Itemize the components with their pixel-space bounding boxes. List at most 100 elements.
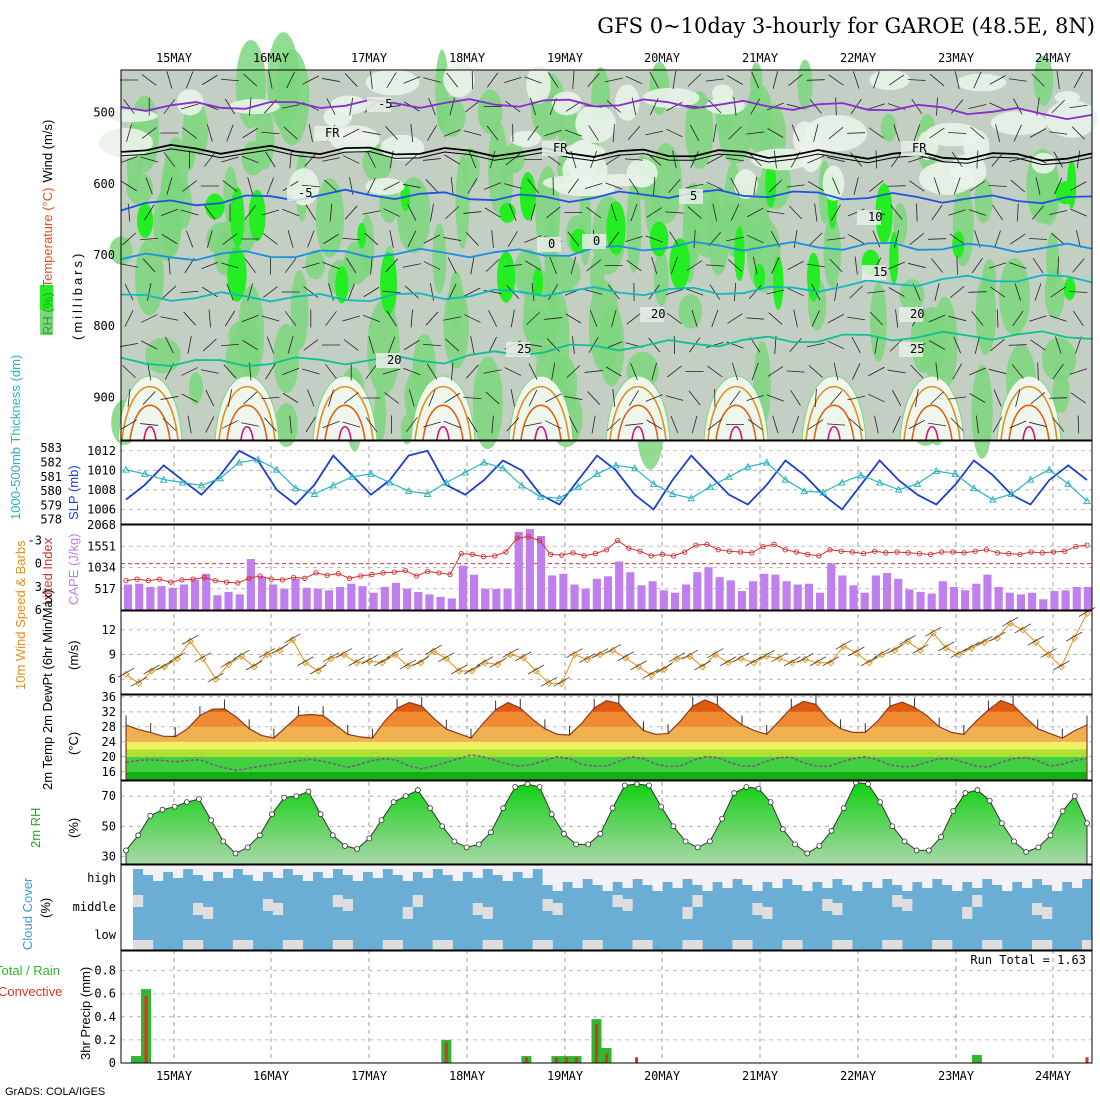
cloud-low-gap — [232, 940, 244, 950]
thickness-point — [235, 458, 243, 466]
wind-barb — [992, 204, 1003, 221]
wind-speed-point — [737, 655, 745, 663]
lifted-index-point — [335, 571, 341, 577]
thickness-point — [367, 469, 375, 477]
wind-barb — [771, 257, 780, 274]
wind-barb — [510, 309, 515, 328]
thickness-point — [197, 481, 206, 489]
wind-barb — [342, 155, 360, 164]
wind-barb — [122, 232, 136, 246]
wind-barb — [786, 184, 805, 188]
rh-moist-area — [472, 356, 503, 450]
rh-moist-area — [315, 177, 345, 258]
wind-barb — [691, 309, 698, 328]
rh2m-point — [816, 842, 823, 849]
wind-barb — [867, 290, 886, 294]
wind-barb — [322, 157, 340, 162]
isotherm-label-bg — [314, 126, 338, 141]
isotherm-35-dome — [729, 425, 743, 441]
isotherm-FR — [120, 143, 1093, 162]
wind-speed-point — [596, 650, 604, 659]
wind-barb — [793, 309, 798, 328]
wind-speed-point — [199, 655, 207, 663]
wind-barb — [811, 310, 820, 327]
cape-bar — [481, 588, 490, 610]
cloud-high-gap — [332, 865, 343, 869]
cloud-high-gap — [922, 865, 933, 888]
lifted-index-point — [514, 535, 520, 541]
cloud-middle-gap — [272, 903, 284, 915]
wind-speed-point — [698, 663, 707, 671]
cloud-high-gap — [352, 865, 363, 881]
wind-barb — [1010, 233, 1026, 245]
wind-speed-point — [583, 655, 591, 664]
wind-barb — [289, 150, 292, 169]
wind-barb — [324, 179, 338, 193]
wind-barb — [868, 366, 885, 377]
thickness-point — [122, 465, 130, 473]
rh-saturated-area — [357, 222, 367, 249]
isotherm-label-bg — [537, 237, 561, 252]
isotherm-label-bg — [640, 307, 664, 322]
cloud-low-gap — [182, 940, 194, 950]
cloud-middle-gap — [402, 907, 413, 919]
wind-barb — [261, 396, 280, 400]
rh2m-point — [1047, 832, 1054, 839]
thickness-point — [385, 478, 394, 486]
isotherm--5 — [120, 98, 1093, 121]
rh-moist-area — [535, 166, 561, 258]
wind-barb — [813, 124, 819, 142]
wind-barb — [323, 233, 339, 245]
lifted-index-point — [670, 553, 677, 559]
cape-bar — [1061, 590, 1070, 610]
isotherm-label: 25 — [910, 342, 924, 356]
cape-bar — [905, 589, 914, 610]
rh2m-point — [719, 815, 725, 822]
rh2m-unit-label: (%) — [66, 818, 81, 838]
wind-barb — [450, 177, 454, 195]
wind-speed-point — [160, 663, 169, 671]
isotherm-label: -5 — [298, 186, 312, 200]
wind-barb — [141, 127, 157, 139]
thickness-point — [1045, 465, 1054, 473]
top-day-label: 16MAY — [253, 51, 290, 65]
wind-barb — [120, 343, 138, 347]
lifted-index-point — [1017, 551, 1023, 558]
wind-barb — [968, 291, 987, 293]
wind-barb — [244, 258, 256, 273]
wind-barb-10m — [245, 660, 263, 671]
isotherm-label: 5 — [690, 189, 697, 203]
wind-barb — [726, 157, 744, 162]
temp-color-band — [126, 699, 1087, 712]
wind-barb — [463, 130, 482, 136]
rh2m-point — [305, 788, 312, 795]
wind-barb — [989, 102, 1006, 111]
lifted-index-point — [693, 542, 699, 548]
isotherm-30-dome — [129, 404, 171, 441]
cape-bar — [1083, 586, 1092, 610]
lifted-index-point — [190, 576, 196, 582]
wind-barb — [666, 128, 683, 138]
wind-barb — [631, 97, 637, 116]
wind-speed-point — [980, 638, 989, 646]
cape-bar — [1039, 599, 1048, 610]
wind-barb — [404, 153, 419, 166]
lifted-index-point — [816, 553, 822, 559]
lifted-index-point — [156, 576, 163, 582]
wind-barb — [385, 258, 398, 273]
wind-barb — [773, 150, 777, 169]
wind-barb — [628, 178, 640, 194]
isotherm-30-dome — [715, 404, 757, 441]
wind-barb — [996, 309, 999, 328]
wind-barb — [645, 130, 664, 136]
wind-barb — [566, 365, 581, 378]
wind-barb — [908, 419, 925, 430]
rh2m-point — [743, 784, 750, 790]
precip-tick-label: 0.6 — [94, 987, 116, 1001]
wind-barb — [746, 234, 764, 244]
cloud-tick-label: high — [87, 871, 116, 885]
wind-speed-point — [801, 655, 809, 664]
wind-barb — [265, 363, 276, 380]
isotherm-0 — [120, 240, 1093, 262]
wind-barb — [806, 79, 825, 81]
